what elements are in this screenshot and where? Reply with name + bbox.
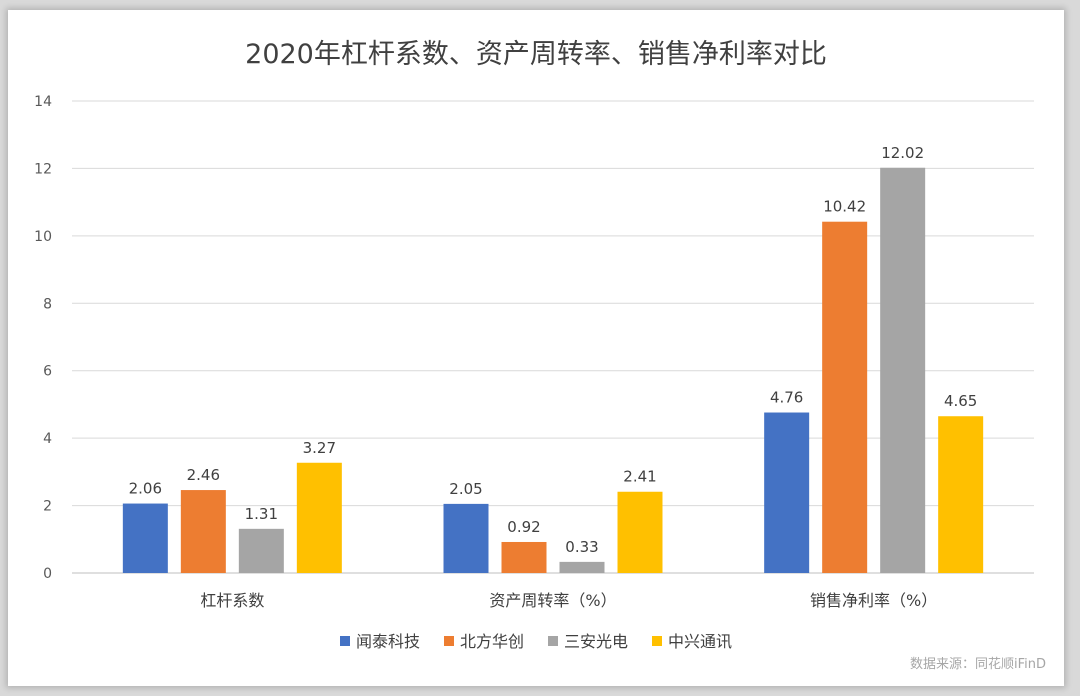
data-label: 2.46 [187, 466, 220, 484]
data-label: 2.06 [129, 480, 162, 498]
bar [296, 462, 342, 573]
legend-marker [548, 636, 558, 646]
y-tick-label: 10 [34, 229, 52, 245]
bar [238, 528, 284, 573]
bar [501, 541, 547, 573]
bar [617, 491, 663, 573]
legend-marker [444, 636, 454, 646]
x-tick-label: 杠杆系数 [200, 591, 264, 610]
data-label: 3.27 [303, 439, 336, 457]
chart-title: 2020年杠杆系数、资产周转率、销售净利率对比 [245, 39, 827, 70]
bar [938, 416, 984, 573]
legend-label: 北方华创 [460, 632, 524, 651]
y-tick-label: 0 [43, 566, 52, 582]
y-tick-label: 2 [43, 499, 52, 515]
data-label: 2.05 [449, 480, 482, 498]
bar [764, 412, 810, 573]
data-label: 10.42 [823, 198, 866, 216]
legend-label: 三安光电 [564, 632, 628, 651]
x-tick-label: 销售净利率（%） [810, 591, 937, 610]
y-tick-label: 8 [43, 296, 52, 312]
bar [180, 490, 226, 573]
y-tick-label: 12 [34, 161, 52, 177]
data-label: 1.31 [245, 505, 278, 523]
bar [443, 503, 489, 573]
data-label: 0.92 [507, 518, 540, 536]
bar [822, 221, 868, 573]
data-label: 4.65 [944, 392, 977, 410]
bar [559, 561, 605, 573]
y-tick-label: 6 [43, 364, 52, 380]
data-label: 0.33 [565, 538, 598, 556]
x-tick-label: 资产周转率（%） [489, 591, 616, 610]
data-label: 4.76 [770, 389, 803, 407]
data-label: 2.41 [623, 468, 656, 486]
source-note: 数据来源：同花顺iFinD [909, 657, 1046, 672]
y-tick-label: 14 [34, 94, 52, 110]
chart-frame: 2020年杠杆系数、资产周转率、销售净利率对比 0 2 4 6 8 10 12 14 2.06 2.… [8, 10, 1064, 686]
legend-label: 闻泰科技 [356, 632, 420, 651]
bar [880, 167, 926, 574]
bar-chart: 2020年杠杆系数、资产周转率、销售净利率对比 0 2 4 6 8 10 12 14 2.06 2.… [34, 39, 1034, 651]
data-label: 12.02 [881, 144, 924, 162]
legend-label: 中兴通讯 [668, 632, 732, 651]
y-tick-label: 4 [43, 431, 52, 447]
legend-marker [340, 636, 350, 646]
legend-marker [652, 636, 662, 646]
bar [122, 503, 168, 573]
